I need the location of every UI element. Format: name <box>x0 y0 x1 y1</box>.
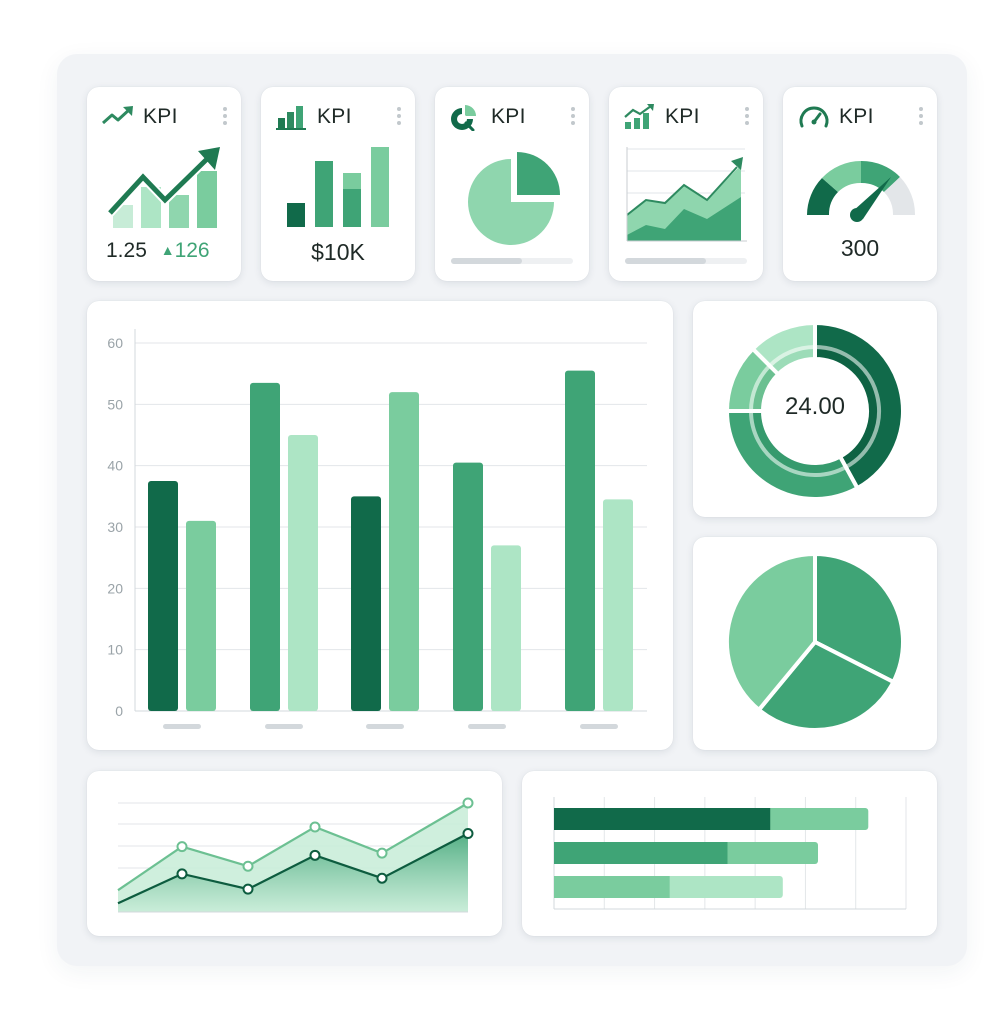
data-point[interactable] <box>376 872 388 884</box>
kpi-title: KPI <box>491 105 526 128</box>
kpi-trend-chart <box>106 147 220 228</box>
more-menu-icon[interactable] <box>917 107 925 129</box>
pie-slice[interactable] <box>756 640 896 732</box>
lower-series-line <box>117 832 469 905</box>
horizontal-bar-chart-card <box>522 771 937 936</box>
bar-series-b[interactable] <box>186 520 216 711</box>
bar-chart-icon <box>276 106 306 130</box>
donut-segment[interactable] <box>724 409 861 501</box>
data-point[interactable] <box>309 849 321 861</box>
bar-series-b[interactable] <box>603 499 633 711</box>
kpi-bar-chart <box>287 147 389 227</box>
more-menu-icon[interactable] <box>395 107 403 129</box>
x-category-label-placeholder <box>468 724 506 729</box>
bar-series-b[interactable] <box>389 392 419 711</box>
bar-series-b[interactable] <box>288 435 318 711</box>
kpi-card-growth[interactable]: KPI <box>609 87 763 281</box>
kpi-title: KPI <box>839 105 874 128</box>
kpi-title: KPI <box>143 105 178 128</box>
more-menu-icon[interactable] <box>221 107 229 129</box>
horizontal-bar-chart <box>553 797 907 910</box>
pie-search-icon <box>451 105 476 131</box>
y-tick-label: 10 <box>107 642 123 658</box>
grouped-bar-chart: 0 10 20 30 40 50 60 <box>107 329 647 729</box>
pie-slice[interactable] <box>813 552 905 684</box>
donut-chart <box>724 320 905 501</box>
y-tick-label: 40 <box>107 458 123 474</box>
kpi-title: KPI <box>665 105 700 128</box>
grouped-bar-chart-card: 0 10 20 30 40 50 60 <box>87 301 673 750</box>
bar-series-a[interactable] <box>148 481 178 711</box>
data-point[interactable] <box>376 847 388 859</box>
kpi-value: 1.25 <box>106 239 147 262</box>
area-line-chart-card <box>87 771 502 936</box>
more-menu-icon[interactable] <box>569 107 577 129</box>
bar-series-b[interactable] <box>491 545 521 711</box>
kpi-title: KPI <box>317 105 352 128</box>
speedometer-icon <box>799 106 829 128</box>
trending-up-icon <box>102 106 133 125</box>
bar-series-a[interactable] <box>453 462 483 711</box>
growth-chart-icon <box>624 104 654 129</box>
area-line-chart <box>117 797 474 913</box>
kpi-value: 300 <box>840 235 880 261</box>
triangle-up-icon: ▲ <box>160 242 175 258</box>
y-tick-label: 60 <box>107 335 123 351</box>
hbar-primary[interactable] <box>554 808 771 830</box>
x-category-label-placeholder <box>366 724 404 729</box>
x-category-label-placeholder <box>163 724 201 729</box>
bar-series-a[interactable] <box>250 382 280 711</box>
y-tick-label: 0 <box>115 703 123 719</box>
x-category-label-placeholder <box>265 724 303 729</box>
kpi-card-pie[interactable]: KPI <box>435 87 589 281</box>
kpi-progress-bar <box>451 258 573 264</box>
kpi-value: $10K <box>311 239 365 265</box>
kpi-card-trend[interactable]: KPI 1.25 ▲126 <box>87 87 241 281</box>
data-point[interactable] <box>176 868 188 880</box>
upper-series-line <box>117 802 469 892</box>
kpi-card-bars[interactable]: KPI $10K <box>261 87 415 281</box>
hbar-primary[interactable] <box>554 842 728 864</box>
x-category-label-placeholder <box>580 724 618 729</box>
pie-chart-card <box>693 537 937 750</box>
kpi-gauge <box>807 160 916 222</box>
kpi-progress-bar <box>625 258 747 264</box>
y-tick-label: 30 <box>107 519 123 535</box>
pie-slice[interactable] <box>725 552 817 712</box>
bar-series-a[interactable] <box>565 370 595 711</box>
kpi-card-gauge[interactable]: KPI 300 <box>783 87 937 281</box>
kpi-delta: ▲126 <box>160 239 210 262</box>
y-tick-label: 20 <box>107 580 123 596</box>
bar-series-a[interactable] <box>351 496 381 711</box>
data-point[interactable] <box>242 860 254 872</box>
data-point[interactable] <box>176 841 188 853</box>
kpi-pie-chart <box>468 152 560 245</box>
pie-chart <box>725 552 905 732</box>
data-point[interactable] <box>462 828 474 840</box>
data-point[interactable] <box>242 883 254 895</box>
kpi-area-chart <box>626 147 747 242</box>
donut-center-value: 24.00 <box>784 393 846 420</box>
hbar-primary[interactable] <box>554 876 670 898</box>
y-tick-label: 50 <box>107 396 123 412</box>
data-point[interactable] <box>309 821 321 833</box>
data-point[interactable] <box>462 797 474 809</box>
donut-chart-card: 24.00 <box>693 301 937 517</box>
more-menu-icon[interactable] <box>743 107 751 129</box>
